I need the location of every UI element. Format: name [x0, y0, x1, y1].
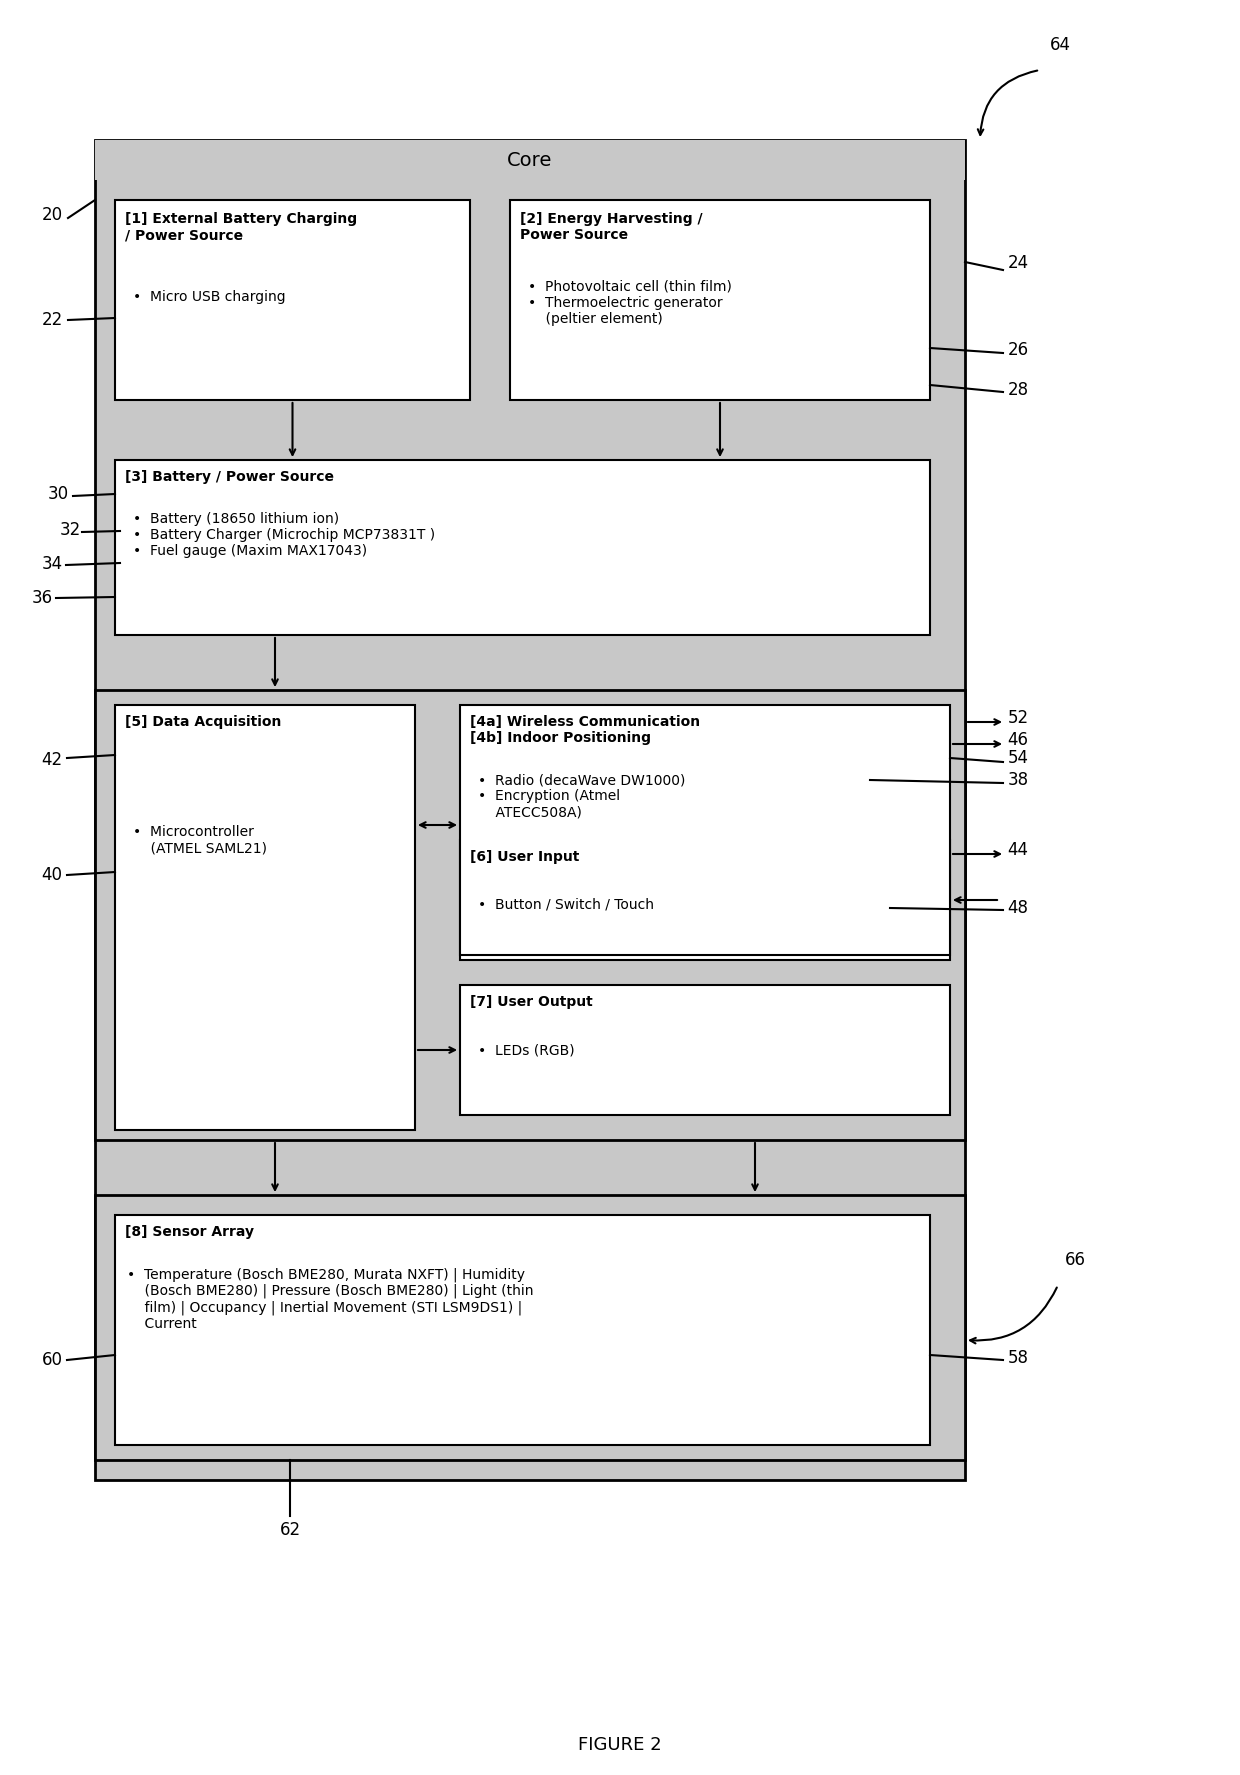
Text: 42: 42: [41, 751, 62, 769]
Text: 44: 44: [1007, 841, 1028, 859]
Bar: [460, 705, 950, 955]
Bar: [115, 1216, 930, 1445]
Text: •  Microcontroller
    (ATMEL SAML21): • Microcontroller (ATMEL SAML21): [133, 825, 267, 856]
Text: [2] Energy Harvesting /
Power Source: [2] Energy Harvesting / Power Source: [520, 211, 703, 241]
Text: 58: 58: [1007, 1349, 1028, 1367]
Text: 34: 34: [41, 556, 62, 573]
Bar: [115, 201, 470, 399]
Text: 64: 64: [1049, 36, 1070, 53]
Text: 40: 40: [41, 866, 62, 884]
Text: •  Photovoltaic cell (thin film)
•  Thermoelectric generator
    (peltier elemen: • Photovoltaic cell (thin film) • Thermo…: [528, 280, 732, 327]
Text: 66: 66: [1064, 1251, 1085, 1269]
Text: [3] Battery / Power Source: [3] Battery / Power Source: [125, 470, 334, 485]
Text: [8] Sensor Array: [8] Sensor Array: [125, 1225, 254, 1239]
Text: 24: 24: [1007, 254, 1028, 272]
Bar: [460, 840, 950, 960]
Text: 62: 62: [279, 1521, 300, 1539]
Text: [6] User Input: [6] User Input: [470, 850, 579, 864]
Text: 20: 20: [41, 206, 62, 224]
Text: 26: 26: [1007, 341, 1028, 359]
Text: Core: Core: [507, 151, 553, 169]
Text: 48: 48: [1007, 898, 1028, 918]
Bar: [95, 140, 965, 179]
Text: •  Battery (18650 lithium ion)
•  Battery Charger (Microchip MCP73831T )
•  Fuel: • Battery (18650 lithium ion) • Battery …: [133, 511, 435, 559]
Bar: [95, 1195, 965, 1461]
Text: 38: 38: [1007, 770, 1028, 790]
Text: 22: 22: [41, 311, 63, 328]
Text: •  LEDs (RGB): • LEDs (RGB): [477, 1044, 574, 1056]
Text: •  Button / Switch / Touch: • Button / Switch / Touch: [477, 898, 653, 912]
Text: •  Micro USB charging: • Micro USB charging: [133, 289, 285, 304]
Text: •  Temperature (Bosch BME280, Murata NXFT) | Humidity
    (Bosch BME280) | Press: • Temperature (Bosch BME280, Murata NXFT…: [126, 1267, 533, 1331]
Text: 54: 54: [1007, 749, 1028, 767]
Text: [7] User Output: [7] User Output: [470, 996, 593, 1008]
Text: [5] Data Acquisition: [5] Data Acquisition: [125, 715, 281, 730]
Bar: [95, 140, 965, 1480]
Bar: [115, 705, 415, 1131]
Text: 28: 28: [1007, 382, 1028, 399]
Bar: [460, 985, 950, 1115]
Text: [1] External Battery Charging
/ Power Source: [1] External Battery Charging / Power So…: [125, 211, 357, 241]
Bar: [95, 690, 965, 1140]
Text: 46: 46: [1007, 731, 1028, 749]
Text: 30: 30: [47, 485, 68, 502]
Text: [4a] Wireless Communication
[4b] Indoor Positioning: [4a] Wireless Communication [4b] Indoor …: [470, 715, 701, 746]
Bar: [115, 460, 930, 635]
Bar: [510, 201, 930, 399]
Text: 60: 60: [41, 1351, 62, 1369]
Text: 32: 32: [60, 522, 81, 540]
Text: 52: 52: [1007, 708, 1028, 728]
Text: 36: 36: [31, 589, 52, 607]
Text: FIGURE 2: FIGURE 2: [578, 1736, 662, 1754]
Text: •  Radio (decaWave DW1000)
•  Encryption (Atmel
    ATECC508A): • Radio (decaWave DW1000) • Encryption (…: [477, 772, 686, 820]
